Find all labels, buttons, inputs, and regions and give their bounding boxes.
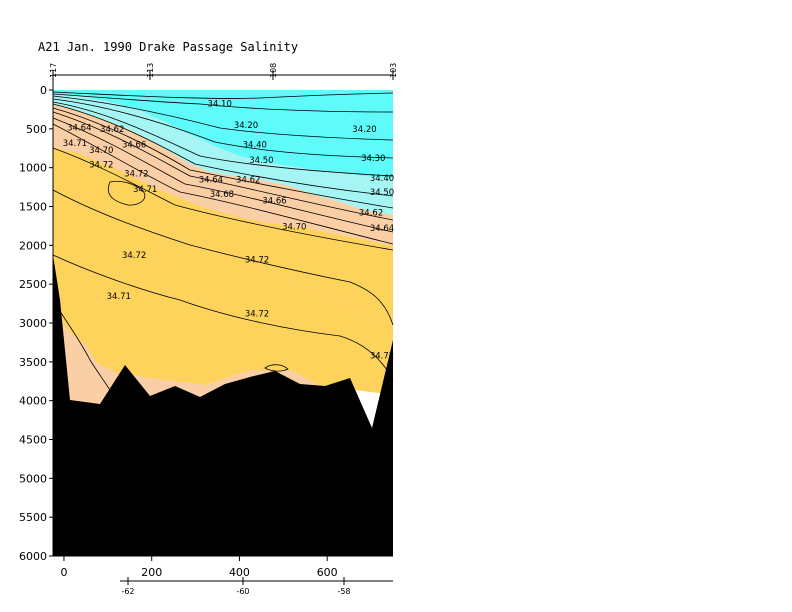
contour-label: 34.64: [67, 123, 91, 133]
contour-line: [52, 95, 394, 141]
contour-label: 34.72: [370, 352, 394, 362]
contour-line: [52, 254, 394, 381]
contour-line: [52, 91, 394, 99]
contour-line: [52, 103, 394, 197]
contour-label: 34.50: [249, 156, 273, 166]
contour-line: [52, 189, 394, 326]
x-tick-label: 400: [229, 566, 250, 579]
band-orange: [53, 104, 393, 246]
y-tick-label: 3000: [19, 317, 47, 330]
y-axis-ticks: 0 500 1000 1500 2000 2500 3000 3500 4000 4500 5000…: [19, 84, 53, 563]
contour-label: 34.70: [282, 222, 306, 232]
x-tick-label: 200: [141, 566, 162, 579]
x-tick-label: 600: [317, 566, 338, 579]
contour-label: 34.40: [243, 140, 267, 150]
chart-title: A21 Jan. 1990 Drake Passage Salinity: [38, 40, 298, 54]
contour-line: [52, 98, 394, 159]
y-tick-label: 5500: [19, 511, 47, 524]
contour-label: 34.50: [370, 188, 394, 198]
y-tick-label: 2000: [19, 239, 47, 252]
contour-line: [52, 147, 394, 251]
y-tick-label: 2500: [19, 278, 47, 291]
axes: [52, 70, 393, 582]
y-tick-label: 4500: [19, 434, 47, 447]
y-tick-label: 6000: [19, 550, 47, 563]
contour-label: 34.72: [124, 169, 148, 179]
y-tick-label: 1500: [19, 201, 47, 214]
contour-label: 34.68: [210, 190, 234, 200]
contour-label: 34.70: [89, 146, 113, 156]
contour-label: 34.10: [208, 100, 232, 110]
top-tick-label: 103: [389, 63, 398, 78]
contour-labels: 34.10 34.20 34.20 34.40 34.50 34.30 34.40 34.50…: [63, 100, 394, 362]
y-tick-label: 4000: [19, 395, 47, 408]
contour-label: 34.64: [370, 224, 394, 234]
x-axis-ticks: 0 200 400 600: [60, 556, 338, 579]
contour-line: [52, 93, 394, 113]
contour-line: [52, 123, 394, 245]
top-tick-label: 113: [146, 63, 155, 78]
bathymetry: [53, 255, 393, 556]
contour-label: 34.72: [122, 251, 146, 261]
top-axis-ticks: 117 113 108 103: [49, 63, 398, 80]
bottom2-tick-label: -60: [236, 587, 249, 596]
contour-lines: [52, 91, 394, 391]
contour-label: 34.62: [359, 209, 383, 219]
contour-label: 34.62: [236, 176, 260, 186]
contour-label: 34.40: [370, 174, 394, 184]
contour-label: 34.66: [262, 196, 286, 206]
contour-line: [108, 180, 146, 206]
contour-label: 34.71: [63, 139, 87, 149]
contour-label: 34.20: [234, 121, 258, 131]
contour-label: 34.72: [245, 310, 269, 320]
secondary-bottom-axis-ticks: -62 -60 -58: [121, 577, 351, 596]
contour-label: 34.72: [245, 255, 269, 265]
contour-label: 34.20: [352, 125, 376, 135]
top-tick-label: 108: [269, 63, 278, 78]
band-cyan: [53, 90, 393, 178]
contour-line: [52, 101, 394, 177]
contour-line: [264, 364, 289, 372]
y-tick-label: 1000: [19, 162, 47, 175]
y-tick-label: 0: [40, 84, 47, 97]
y-tick-label: 5000: [19, 472, 47, 485]
contour-label: 34.72: [89, 161, 113, 171]
top-tick-label: 117: [49, 63, 58, 78]
x-tick-label: 0: [60, 566, 67, 579]
contour-label: 34.71: [133, 185, 157, 195]
contour-label: 34.64: [199, 176, 223, 186]
bottom2-tick-label: -62: [121, 587, 134, 596]
y-tick-label: 3500: [19, 356, 47, 369]
contour-line: [52, 299, 111, 391]
contour-line: [52, 117, 394, 233]
contour-label: 34.66: [122, 140, 146, 150]
contour-line: [52, 107, 394, 209]
contour-line: [52, 111, 394, 221]
contour-label: 34.71: [107, 292, 131, 302]
contour-label: 34.62: [100, 125, 124, 135]
contour-label: 34.30: [361, 154, 385, 164]
y-tick-label: 500: [26, 123, 47, 136]
bottom2-tick-label: -58: [337, 587, 350, 596]
